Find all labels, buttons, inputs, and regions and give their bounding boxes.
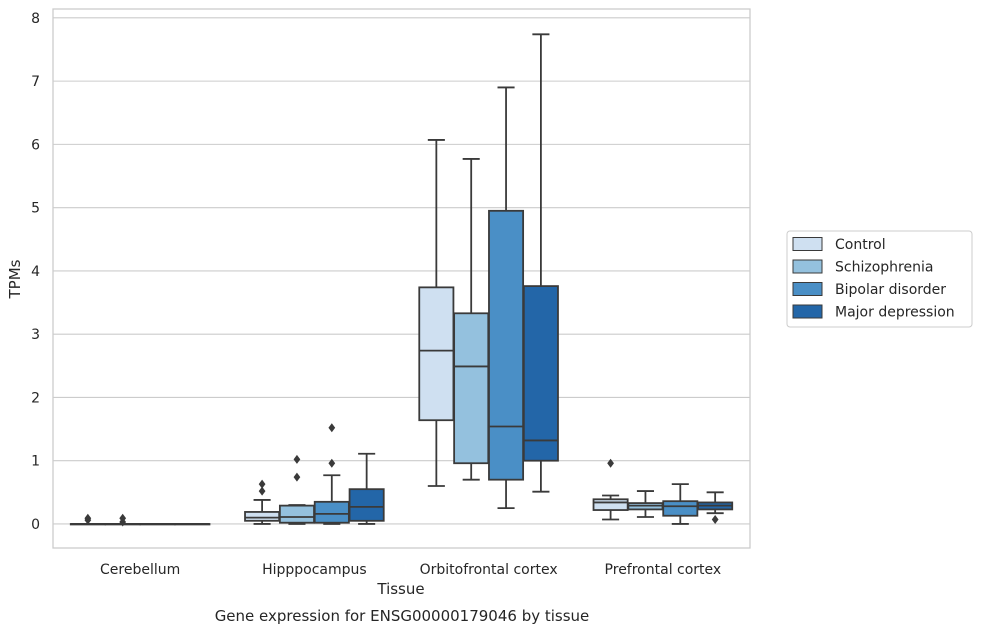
x-tick-label: Prefrontal cortex: [605, 562, 722, 578]
box-3-3: [697, 491, 734, 525]
legend-label: Schizophrenia: [835, 260, 933, 276]
box-2-0: [418, 139, 455, 487]
box-0-3: [174, 523, 211, 526]
y-tick-label: 6: [31, 137, 40, 153]
legend-label: Major depression: [835, 305, 955, 321]
box-body: [418, 286, 455, 422]
legend-swatch: [792, 259, 823, 274]
outlier-point: [258, 479, 266, 489]
legend-swatch: [792, 304, 823, 319]
box-body: [488, 209, 525, 481]
outlier-point: [258, 486, 266, 496]
box-2-3: [522, 33, 559, 493]
legend-label: Bipolar disorder: [835, 282, 946, 298]
outlier-point: [711, 515, 719, 525]
outlier-point: [293, 472, 301, 482]
y-tick-label: 8: [31, 11, 40, 27]
y-axis-label: TPMs: [6, 259, 24, 299]
outlier-point: [328, 458, 336, 468]
y-tick-label: 4: [31, 264, 40, 280]
chart-caption: Gene expression for ENSG00000179046 by t…: [215, 607, 590, 625]
outlier-point: [119, 517, 127, 527]
box-1-2: [313, 423, 350, 525]
x-tick-labels: Cerebellum Hipppocampus Orbitofrontal cort…: [100, 562, 721, 578]
y-tick-label: 5: [31, 201, 40, 217]
x-axis-label: Tissue: [376, 580, 424, 598]
box-0-1: [104, 513, 141, 527]
legend-frame: [786, 230, 973, 328]
y-tick-label: 0: [31, 517, 40, 533]
x-tick-label: Hipppocampus: [262, 562, 367, 578]
legend-swatch: [792, 237, 823, 251]
y-tick-labels: 0 1 2 3 4 5 6 7 8: [31, 11, 40, 533]
box-0-2: [139, 523, 176, 526]
y-tick-label: 7: [31, 74, 40, 90]
box-body: [662, 500, 699, 517]
grid-lines: [53, 17, 750, 525]
outlier-point: [293, 454, 301, 464]
legend-swatch: [792, 282, 823, 296]
box-body: [592, 498, 629, 511]
outlier-point: [84, 515, 92, 525]
box-body: [453, 312, 490, 465]
legend: Control Schizophrenia Bipolar disorder Majo…: [786, 230, 973, 328]
box-body: [348, 488, 385, 522]
box-2-2: [488, 86, 525, 510]
box-1-3: [348, 452, 385, 525]
outlier-point: [607, 458, 614, 468]
box-2-1: [453, 158, 490, 481]
boxes: [69, 33, 734, 527]
box-0-0: [69, 513, 106, 526]
legend-label: Control: [835, 237, 886, 253]
y-tick-label: 1: [31, 454, 40, 470]
box-body: [278, 504, 315, 524]
box-body: [522, 285, 559, 462]
x-tick-label: Orbitofrontal cortex: [420, 562, 558, 578]
plot-area: [52, 8, 751, 549]
x-tick-label: Cerebellum: [100, 562, 180, 578]
y-tick-label: 2: [31, 390, 40, 406]
box-body: [313, 500, 350, 524]
y-tick-label: 3: [31, 327, 40, 343]
outlier-point: [328, 423, 336, 433]
box-body: [244, 511, 281, 522]
